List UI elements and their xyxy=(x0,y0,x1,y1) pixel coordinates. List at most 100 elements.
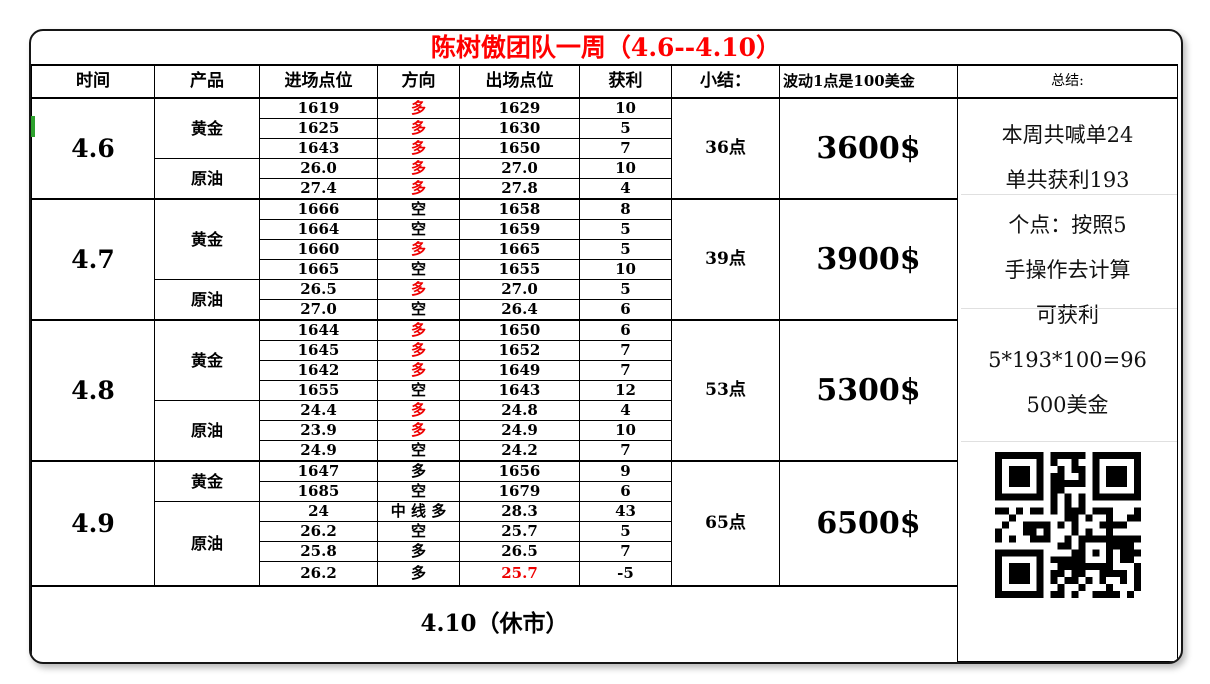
entry-cell: 27.0 xyxy=(259,299,378,321)
profit-cell: 7 xyxy=(579,360,672,381)
summary-line: 500美金 xyxy=(1026,393,1109,417)
profit-cell: 10 xyxy=(579,158,672,179)
profit-cell: 10 xyxy=(579,420,672,441)
direction-cell: 空 xyxy=(377,219,460,240)
exit-cell: 27.0 xyxy=(459,158,580,179)
entry-cell: 26.2 xyxy=(259,561,378,587)
table-row: 4.8 黄金 1644 多 1650 6 53点 5300$ xyxy=(31,319,1178,462)
direction-cell: 空 xyxy=(377,440,460,462)
table-row: 4.6 黄金 1619 多 1629 10 36点 3600$ 本周共喊单24 … xyxy=(31,97,1178,662)
entry-cell: 26.2 xyxy=(259,521,378,542)
entry-cell: 1642 xyxy=(259,360,378,381)
entry-cell: 25.8 xyxy=(259,541,378,562)
product-cell: 黄金 xyxy=(154,460,260,502)
exit-cell: 1679 xyxy=(459,481,580,502)
entry-cell: 1619 xyxy=(259,97,378,119)
subtotal-cell: 53点 xyxy=(671,319,780,462)
direction-cell: 多 xyxy=(377,541,460,562)
exit-cell: 1658 xyxy=(459,198,580,220)
profit-cell: 8 xyxy=(579,198,672,220)
profit-cell: 7 xyxy=(579,541,672,562)
profit-cell: 4 xyxy=(579,178,672,200)
entry-cell: 1645 xyxy=(259,340,378,361)
summary-line: 5*193*100=96 xyxy=(988,348,1147,372)
profit-cell: 6 xyxy=(579,481,672,502)
profit-cell: 12 xyxy=(579,380,672,401)
col-header-summary: 总结: xyxy=(957,64,1178,99)
direction-cell: 多 xyxy=(377,178,460,200)
summary-line: 手操作去计算 xyxy=(1004,258,1131,282)
col-header-subtotal: 小结： xyxy=(671,64,780,99)
profit-cell: -5 xyxy=(579,561,672,587)
entry-cell: 26.0 xyxy=(259,158,378,179)
profit-cell: 6 xyxy=(579,299,672,321)
direction-cell: 多 xyxy=(377,400,460,421)
exit-cell: 1650 xyxy=(459,319,580,341)
product-cell: 黄金 xyxy=(154,198,260,280)
col-header-product: 产品 xyxy=(154,64,260,99)
summary-line: 个点：按照5 xyxy=(1008,213,1127,237)
exit-cell: 24.2 xyxy=(459,440,580,462)
product-cell: 黄金 xyxy=(154,97,260,159)
entry-cell: 1625 xyxy=(259,118,378,139)
closed-market-cell: 4.10（休市） xyxy=(31,585,958,661)
table-row: 4.7 黄金 1666 空 1658 8 39点 3900$ xyxy=(31,198,1178,321)
exit-cell: 27.8 xyxy=(459,178,580,200)
direction-cell: 多 xyxy=(377,360,460,381)
direction-cell: 多 xyxy=(377,239,460,260)
date-cell: 4.7 xyxy=(31,198,155,321)
exit-cell: 24.9 xyxy=(459,420,580,441)
profit-cell: 9 xyxy=(579,460,672,482)
profit-cell: 10 xyxy=(579,97,672,119)
entry-cell: 1664 xyxy=(259,219,378,240)
profit-cell: 4 xyxy=(579,400,672,421)
summary-line: 单共获利193 xyxy=(1005,168,1130,192)
product-cell: 原油 xyxy=(154,158,260,200)
profit-cell: 5 xyxy=(579,219,672,240)
qr-code xyxy=(994,452,1141,598)
table-row: 1685 空 1679 6 xyxy=(32,481,1178,502)
money-cell: 5300$ xyxy=(779,319,958,462)
direction-cell: 多 xyxy=(377,118,460,139)
entry-cell: 1665 xyxy=(259,259,378,280)
exit-cell: 1655 xyxy=(459,259,580,280)
col-header-profit: 获利 xyxy=(579,64,672,99)
direction-cell: 中 线 多 xyxy=(377,501,460,522)
sheet-card: 陈树傲团队一周（4.6--4.10） 时间 产品 进场点位 方向 出场点位 获利… xyxy=(29,29,1183,664)
product-cell: 原油 xyxy=(154,279,260,321)
product-cell: 原油 xyxy=(154,501,260,587)
direction-cell: 空 xyxy=(377,198,460,220)
profit-cell: 5 xyxy=(579,118,672,139)
direction-cell: 多 xyxy=(377,279,460,300)
exit-cell: 26.4 xyxy=(459,299,580,321)
col-header-note: 波动1点是100美金 xyxy=(779,64,958,99)
entry-cell: 1660 xyxy=(259,239,378,260)
exit-cell: 1630 xyxy=(459,118,580,139)
profit-cell: 5 xyxy=(579,239,672,260)
direction-cell: 多 xyxy=(377,460,460,482)
table-row: 原油 26.5 多 27.0 5 xyxy=(32,279,1178,321)
exit-cell: 1629 xyxy=(459,97,580,119)
green-mark xyxy=(31,116,35,137)
table-row: 原油 26.0 多 27.0 10 xyxy=(32,158,1178,200)
exit-cell: 1643 xyxy=(459,380,580,401)
profit-cell: 7 xyxy=(579,340,672,361)
profit-cell: 43 xyxy=(579,501,672,522)
exit-cell: 1652 xyxy=(459,340,580,361)
results-table: 时间 产品 进场点位 方向 出场点位 获利 小结： 波动1点是100美金 总结:… xyxy=(31,64,1178,662)
exit-cell: 1650 xyxy=(459,138,580,159)
profit-cell: 10 xyxy=(579,259,672,280)
date-cell: 4.9 xyxy=(31,460,155,587)
entry-cell: 1647 xyxy=(259,460,378,482)
money-cell: 6500$ xyxy=(779,460,958,587)
summary-text: 本周共喊单24 单共获利193 个点：按照5 手操作去计算 可获利 5*193*… xyxy=(965,113,1171,428)
exit-cell: 1659 xyxy=(459,219,580,240)
table-row: 26.2 多 25.7 -5 xyxy=(32,561,1178,587)
table-row: 1665 空 1655 10 xyxy=(32,259,1178,280)
direction-cell: 多 xyxy=(377,561,460,587)
profit-cell: 6 xyxy=(579,319,672,341)
profit-cell: 7 xyxy=(579,138,672,159)
table-row: 27.0 空 26.4 6 xyxy=(32,299,1178,321)
profit-cell: 5 xyxy=(579,279,672,300)
exit-cell: 28.3 xyxy=(459,501,580,522)
